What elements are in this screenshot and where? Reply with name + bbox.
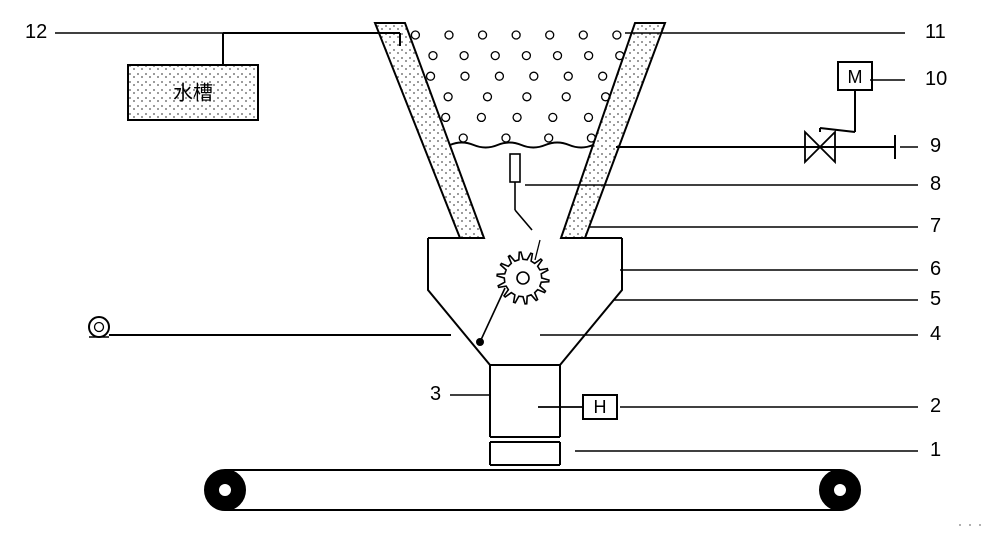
bubble	[616, 52, 624, 60]
bubble	[564, 72, 572, 80]
bubble	[512, 31, 520, 39]
bubble	[444, 93, 452, 101]
bubble	[411, 31, 419, 39]
bubble	[461, 72, 469, 80]
bubble	[477, 113, 485, 121]
bubble	[585, 52, 593, 60]
callout-8: 8	[930, 173, 941, 195]
hopper-right-wall	[561, 23, 665, 238]
gear-hub	[517, 272, 529, 284]
bubble	[549, 113, 557, 121]
callout-10: 10	[925, 68, 947, 90]
callout-4: 4	[930, 323, 941, 345]
bubble	[579, 31, 587, 39]
bubble	[483, 93, 491, 101]
probe-head	[510, 154, 520, 182]
callout-7: 7	[930, 215, 941, 237]
callout-3: 3	[430, 383, 441, 405]
bubble	[429, 52, 437, 60]
bubble	[546, 31, 554, 39]
pump-icon	[89, 317, 109, 337]
callout-5: 5	[930, 288, 941, 310]
water-trough-label: 水槽	[173, 82, 213, 105]
bubble	[427, 72, 435, 80]
diagram-canvas: M 水槽 H 12 11 10 9 8 7 6 5 4 3 2 1	[0, 0, 1000, 557]
bubble	[445, 31, 453, 39]
bubble	[460, 52, 468, 60]
bubble	[479, 31, 487, 39]
bubble	[513, 113, 521, 121]
bubble	[587, 134, 595, 142]
callout-11: 11	[925, 21, 946, 43]
bubble	[502, 134, 510, 142]
gear	[497, 252, 549, 304]
callout-2: 2	[930, 395, 941, 417]
bubble	[599, 72, 607, 80]
callout-9: 9	[930, 135, 941, 157]
bubble	[554, 52, 562, 60]
bubble	[523, 93, 531, 101]
h-box-label: H	[594, 397, 607, 417]
bubble	[613, 31, 621, 39]
bubble	[530, 72, 538, 80]
bubble	[585, 113, 593, 121]
lever	[480, 288, 505, 342]
bubble	[442, 113, 450, 121]
bubble	[545, 134, 553, 142]
callout-6: 6	[930, 258, 941, 280]
liquid-surface	[450, 143, 593, 148]
bubble	[491, 52, 499, 60]
bubble	[602, 93, 610, 101]
callout-1: 1	[930, 439, 941, 461]
bubble	[562, 93, 570, 101]
callout-12: 12	[25, 21, 47, 43]
lever-pivot	[477, 339, 483, 345]
bubble	[495, 72, 503, 80]
motor-box-label: M	[848, 67, 863, 87]
bubble	[522, 52, 530, 60]
bubble	[459, 134, 467, 142]
